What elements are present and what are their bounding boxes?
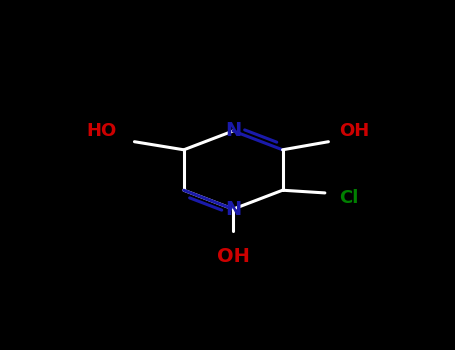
- Text: Cl: Cl: [339, 189, 359, 207]
- Text: N: N: [225, 199, 241, 219]
- Text: OH: OH: [339, 122, 369, 140]
- Text: N: N: [225, 121, 241, 140]
- Text: OH: OH: [217, 247, 250, 266]
- Text: HO: HO: [86, 122, 117, 140]
